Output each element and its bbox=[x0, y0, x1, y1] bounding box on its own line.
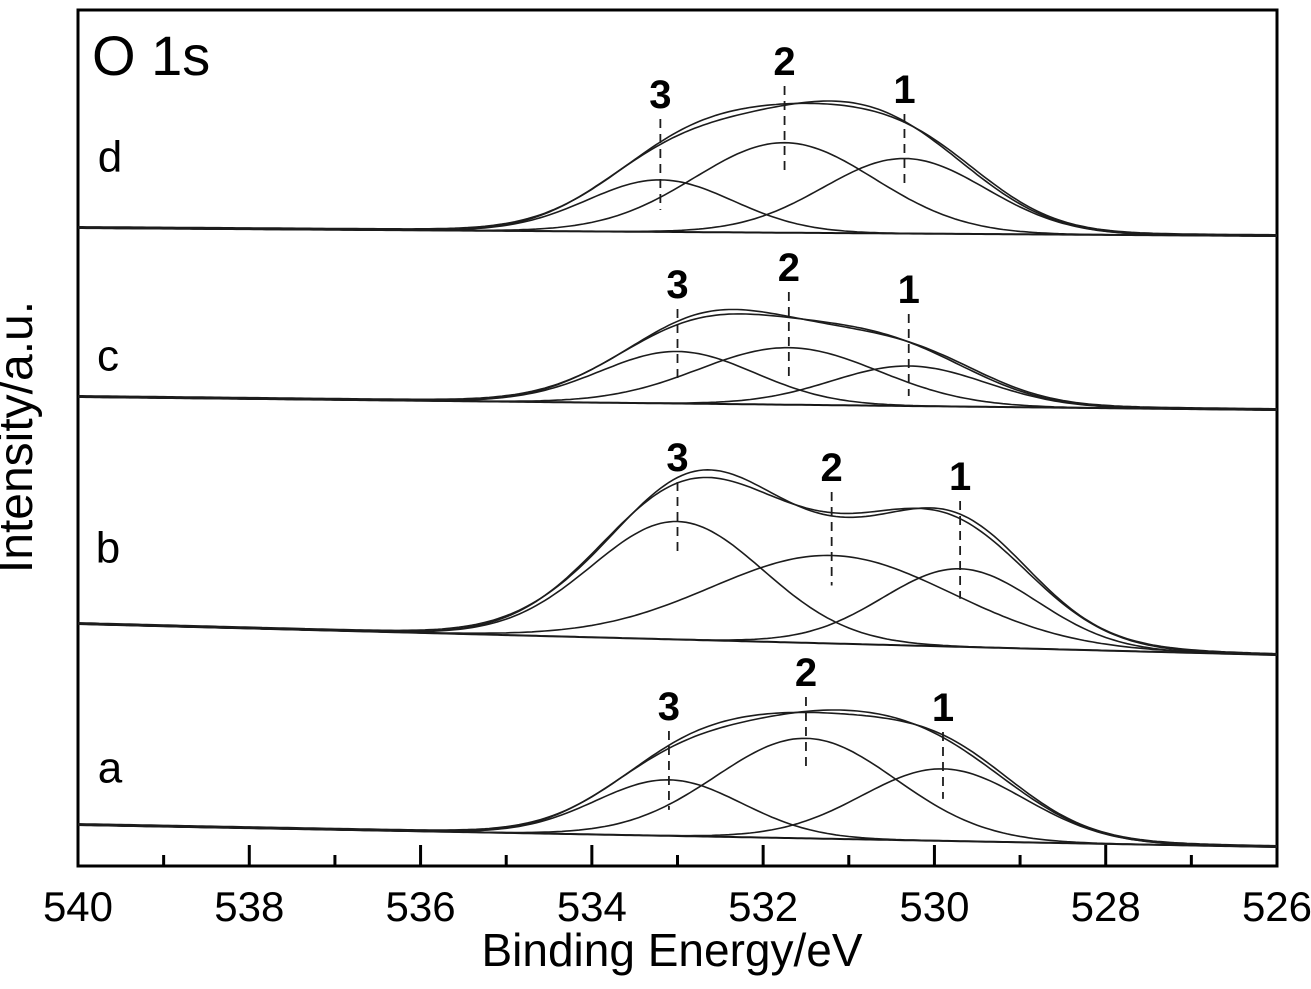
peak2-label-b: 2 bbox=[821, 446, 843, 490]
y-axis-title: Intensity/a.u. bbox=[0, 301, 43, 573]
spectrum-d: 3 2 1 d bbox=[78, 40, 1277, 237]
x-tick-label: 526 bbox=[1242, 883, 1311, 930]
spectrum-letter-b: b bbox=[96, 524, 120, 573]
x-tick-label: 530 bbox=[899, 883, 969, 930]
fit-envelope-d bbox=[78, 100, 1277, 237]
raw-data-a bbox=[77, 711, 1278, 847]
chart-title: O 1s bbox=[92, 24, 210, 87]
x-tick-label: 538 bbox=[214, 883, 284, 930]
peak3-label-c: 3 bbox=[666, 263, 688, 307]
x-tick-label: 536 bbox=[386, 883, 456, 930]
spectrum-letter-c: c bbox=[97, 332, 119, 381]
spectrum-a: 3 2 1 a bbox=[77, 651, 1278, 848]
peak2-label-c: 2 bbox=[778, 246, 800, 290]
x-axis-title: Binding Energy/eV bbox=[481, 924, 862, 976]
spectra-curves: 3 2 1 d 3 2 1 c 3 2 1 b 3 2 1 a bbox=[77, 40, 1278, 848]
peak1-label-c: 1 bbox=[898, 268, 920, 312]
peak3-label-d: 3 bbox=[649, 73, 671, 117]
raw-data-d bbox=[78, 102, 1277, 236]
peak1-label-a: 1 bbox=[932, 686, 954, 730]
x-tick-label: 540 bbox=[43, 883, 113, 930]
component-peak1-d bbox=[78, 157, 1277, 237]
x-axis-ticks: 540 538 536 534 532 530 528 526 bbox=[43, 845, 1311, 930]
raw-data-b bbox=[77, 468, 1278, 655]
peak3-label-a: 3 bbox=[658, 685, 680, 729]
spectrum-letter-a: a bbox=[98, 744, 123, 793]
peak1-label-b: 1 bbox=[949, 455, 971, 499]
peak1-label-d: 1 bbox=[893, 68, 915, 112]
spectrum-b: 3 2 1 b bbox=[77, 436, 1278, 656]
x-tick-label: 534 bbox=[557, 883, 627, 930]
peak2-label-d: 2 bbox=[773, 40, 795, 84]
x-tick-label: 532 bbox=[728, 883, 798, 930]
peak2-label-a: 2 bbox=[795, 651, 817, 695]
peak3-label-b: 3 bbox=[666, 436, 688, 480]
component-peak2-d bbox=[78, 141, 1277, 237]
raw-data-c bbox=[78, 308, 1277, 410]
x-tick-label: 528 bbox=[1071, 883, 1141, 930]
spectrum-c: 3 2 1 c bbox=[78, 246, 1277, 411]
spectrum-letter-d: d bbox=[98, 133, 122, 182]
fit-envelope-a bbox=[77, 709, 1278, 848]
